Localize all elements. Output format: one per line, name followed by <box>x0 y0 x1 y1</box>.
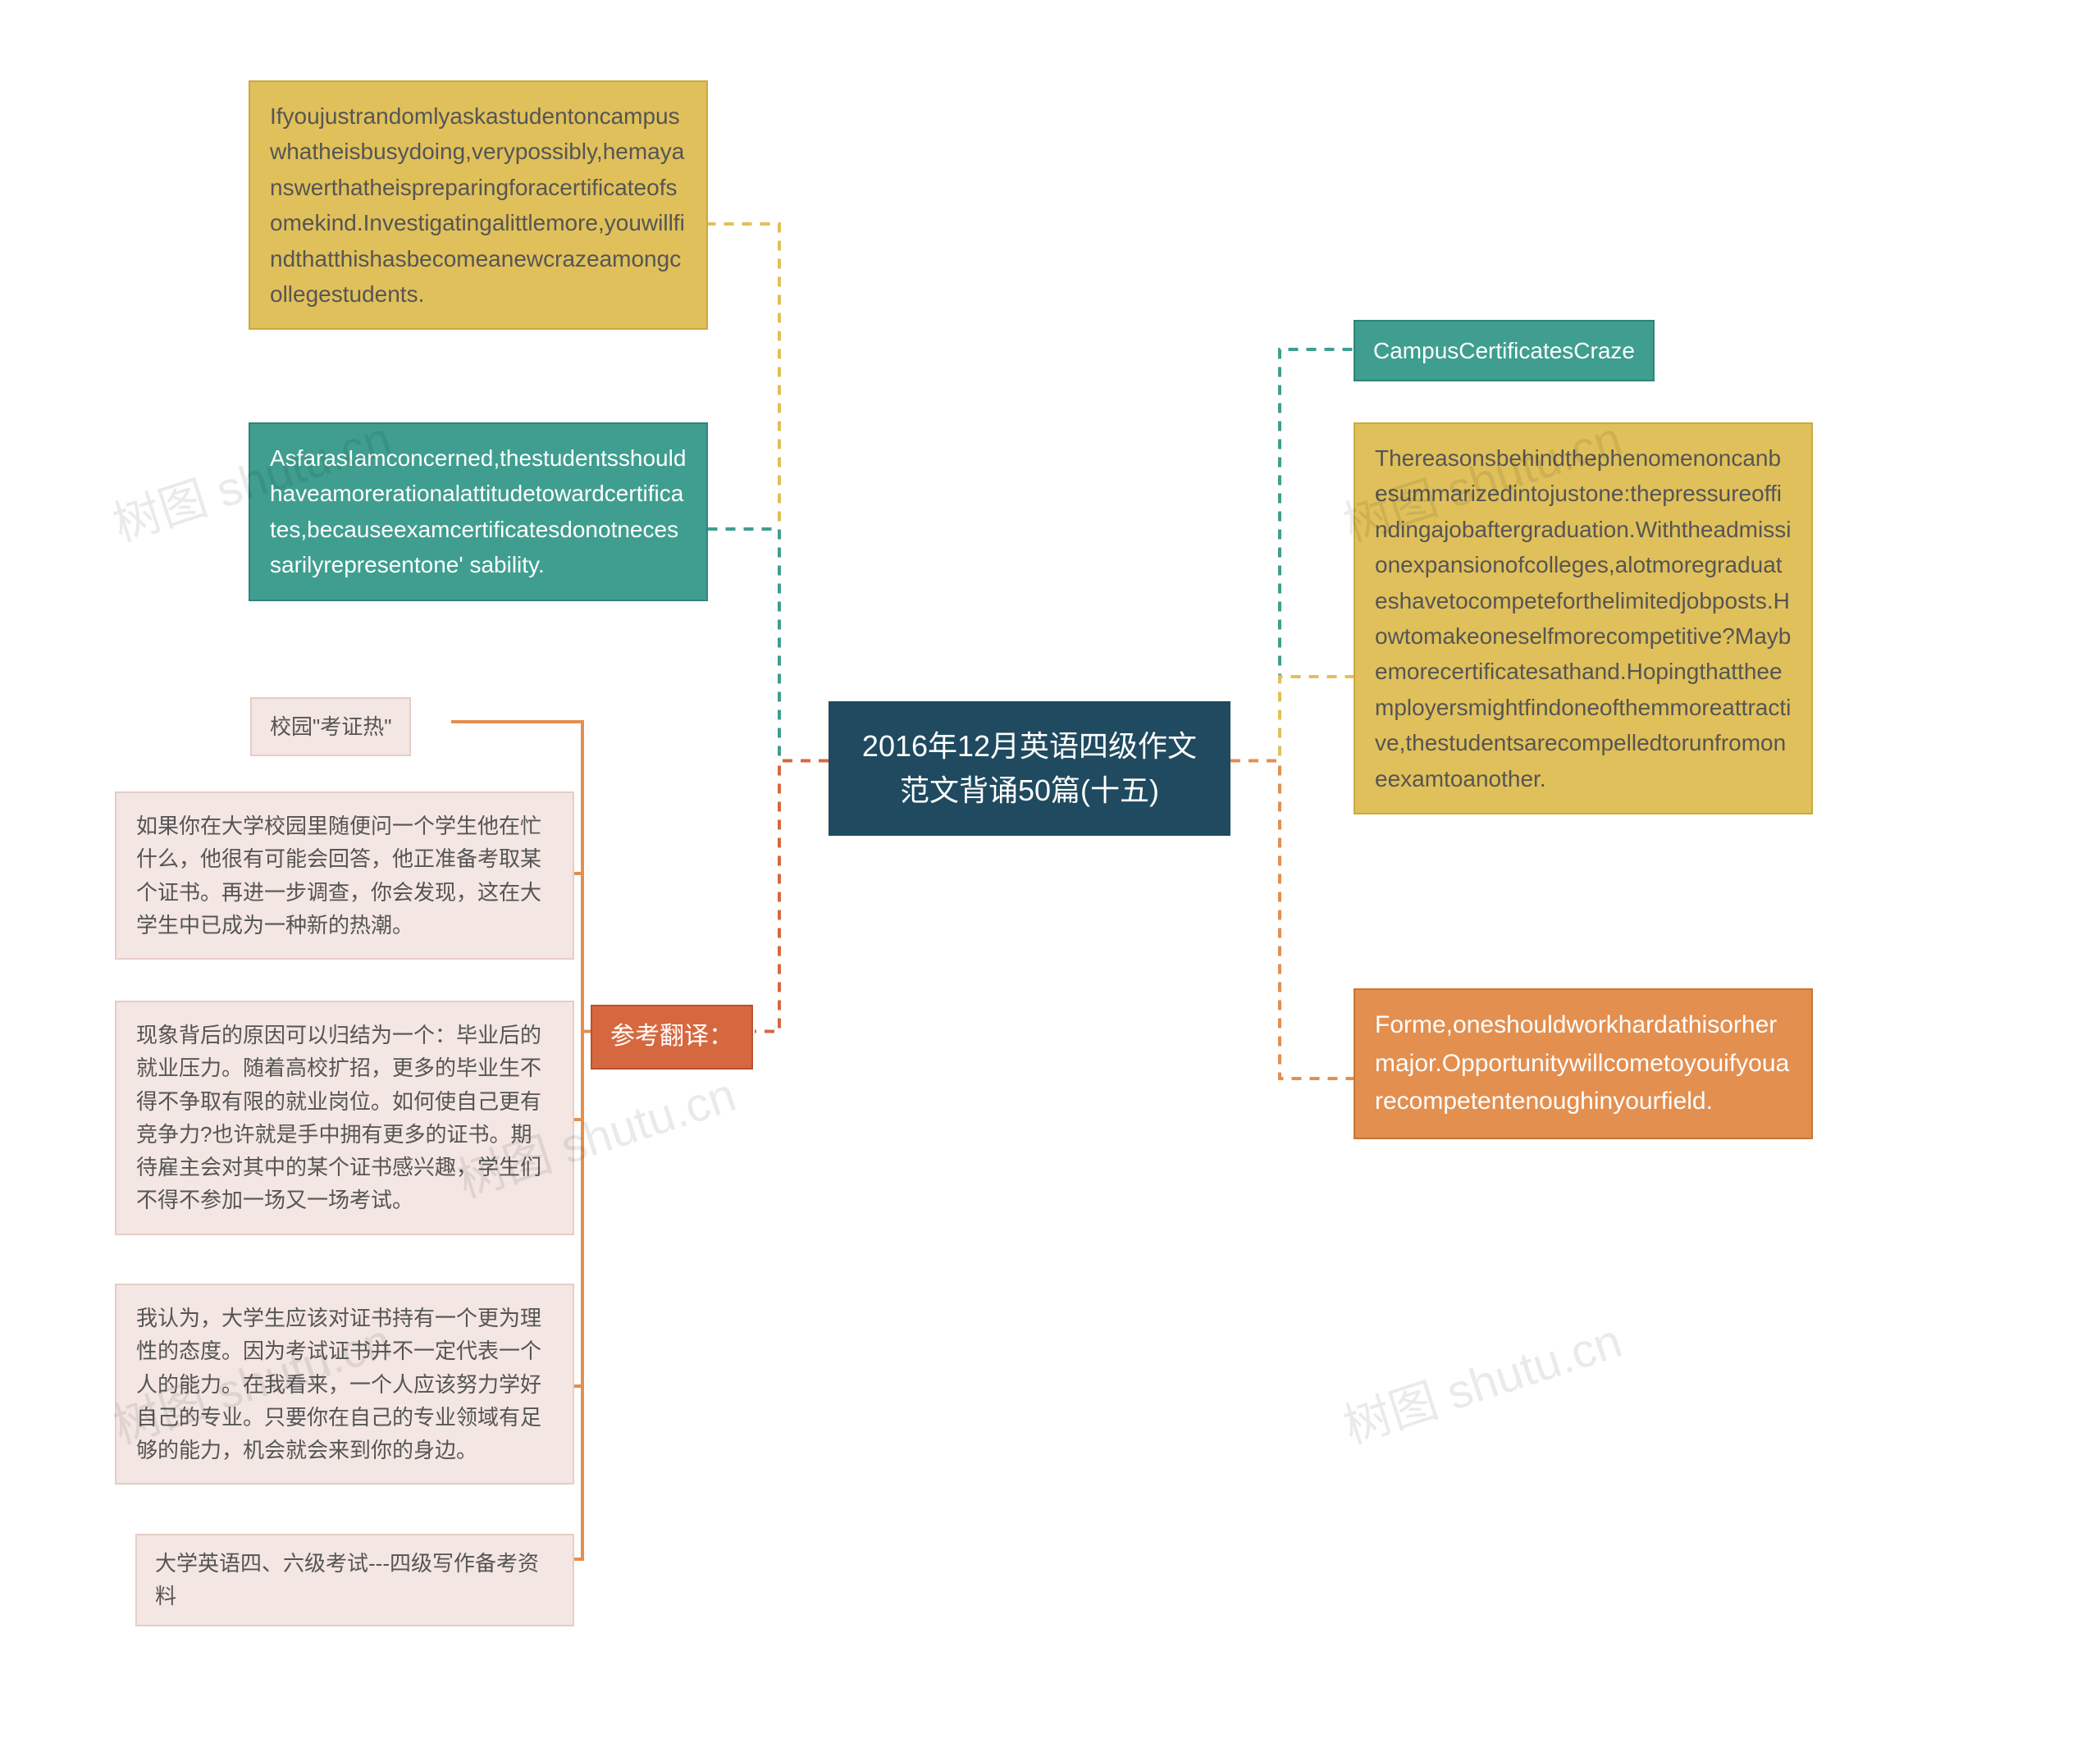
node-ref-label: 参考翻译： <box>591 1005 753 1070</box>
eng4-text: Forme,oneshouldworkhardathisorhermajor.O… <box>1375 1011 1789 1115</box>
node-cn2: 现象背后的原因可以归结为一个：毕业后的就业压力。随着高校扩招，更多的毕业生不得不… <box>115 1001 574 1235</box>
cn3-text: 我认为，大学生应该对证书持有一个更为理性的态度。因为考试证书并不一定代表一个人的… <box>136 1306 541 1462</box>
eng2-text: AsfarasIamconcerned,thestudentsshouldhav… <box>270 445 686 577</box>
node-cn1: 如果你在大学校园里随便问一个学生他在忙什么，他很有可能会回答，他正准备考取某个证… <box>115 791 574 960</box>
node-cn3: 我认为，大学生应该对证书持有一个更为理性的态度。因为考试证书并不一定代表一个人的… <box>115 1284 574 1485</box>
node-eng3: Thereasonsbehindthephenomenoncanbesummar… <box>1354 422 1813 814</box>
node-eng2: AsfarasIamconcerned,thestudentsshouldhav… <box>249 422 708 601</box>
node-cn4: 大学英语四、六级考试---四级写作备考资料 <box>135 1534 574 1626</box>
node-title-right: CampusCertificatesCraze <box>1354 320 1655 381</box>
cn-title-text: 校园"考证热" <box>270 714 391 739</box>
node-eng1: Ifyoujustrandomlyaskastudentoncampuswhat… <box>249 80 708 330</box>
center-line1: 2016年12月英语四级作文 <box>855 724 1204 769</box>
eng1-text: Ifyoujustrandomlyaskastudentoncampuswhat… <box>270 103 685 307</box>
cn4-text: 大学英语四、六级考试---四级写作备考资料 <box>155 1551 539 1608</box>
ref-text: 参考翻译： <box>610 1023 733 1050</box>
eng3-text: Thereasonsbehindthephenomenoncanbesummar… <box>1375 445 1791 791</box>
title-right-text: CampusCertificatesCraze <box>1373 338 1635 363</box>
center-line2: 范文背诵50篇(十五) <box>855 769 1204 813</box>
watermark: 树图 shutu.cn <box>1334 1302 1629 1457</box>
node-cn-title: 校园"考证热" <box>250 697 411 756</box>
cn1-text: 如果你在大学校园里随便问一个学生他在忙什么，他很有可能会回答，他正准备考取某个证… <box>136 814 541 937</box>
center-node: 2016年12月英语四级作文 范文背诵50篇(十五) <box>829 701 1230 836</box>
node-eng4: Forme,oneshouldworkhardathisorhermajor.O… <box>1354 988 1813 1139</box>
cn2-text: 现象背后的原因可以归结为一个：毕业后的就业压力。随着高校扩招，更多的毕业生不得不… <box>136 1023 541 1212</box>
